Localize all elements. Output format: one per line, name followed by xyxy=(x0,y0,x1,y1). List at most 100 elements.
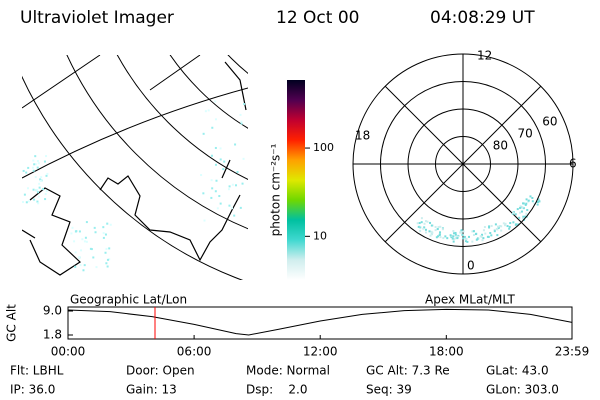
map xyxy=(22,55,248,280)
aurora-pixel xyxy=(517,223,520,226)
aurora-pixel xyxy=(472,230,475,233)
aurora-pixel xyxy=(490,224,493,227)
aurora-pixel xyxy=(496,225,499,228)
aurora-pixel xyxy=(518,216,521,219)
status-field: IP: 36.0 xyxy=(10,383,55,397)
aurora-pixel xyxy=(496,234,499,237)
aurora-pixel xyxy=(425,231,428,234)
status-field: Gain: 13 xyxy=(126,383,177,397)
emission-pixel xyxy=(211,126,214,129)
aurora-pixel xyxy=(488,226,491,229)
x-tick-label: 23:59 xyxy=(555,345,590,359)
status-field: GLat: 43.0 xyxy=(486,364,549,378)
aurora-pixel xyxy=(428,230,431,233)
aurora-pixel xyxy=(525,198,528,201)
aurora-pixel xyxy=(438,234,441,237)
emission-pixel xyxy=(44,198,47,201)
aurora-pixel xyxy=(429,221,432,224)
emission-pixel xyxy=(106,222,109,225)
emission-pixel xyxy=(234,143,237,146)
lat-ring xyxy=(435,136,491,192)
aurora-pixel xyxy=(451,237,454,240)
aurora-pixel xyxy=(449,234,452,237)
emission-pixel xyxy=(214,163,217,166)
emission-pixel xyxy=(227,188,230,191)
aurora-pixel xyxy=(456,237,459,240)
aurora-pixel xyxy=(524,215,527,218)
emission-pixel xyxy=(31,166,34,169)
status-field: Door: Open xyxy=(126,364,195,378)
lat-label: 70 xyxy=(518,127,533,141)
aurora-pixel xyxy=(435,236,438,239)
mlt-label: 6 xyxy=(569,157,577,171)
emission-pixel xyxy=(243,103,246,106)
aurora-pixel xyxy=(521,206,524,209)
aurora-pixel xyxy=(493,228,496,231)
emission-pixel xyxy=(106,265,109,268)
aurora-pixel xyxy=(512,211,515,214)
emission-pixel xyxy=(33,163,36,166)
colorbar xyxy=(287,80,305,280)
aurora-pixel xyxy=(436,228,439,231)
aurora-pixel xyxy=(494,223,497,226)
aurora-pixel xyxy=(446,237,449,240)
emission-pixel xyxy=(32,169,35,172)
lat-label: 80 xyxy=(493,138,508,152)
x-tick-label: 00:00 xyxy=(51,345,86,359)
emission-pixel xyxy=(104,233,107,236)
aurora-pixel xyxy=(519,211,522,214)
emission-pixel xyxy=(92,256,95,259)
aurora-pixel xyxy=(488,225,491,228)
polar-label: Apex MLat/MLT xyxy=(425,293,515,307)
emission-pixel xyxy=(25,201,28,204)
emission-pixel xyxy=(39,179,42,182)
emission-pixel xyxy=(230,207,233,210)
status-field: GC Alt: 7.3 Re xyxy=(366,364,450,378)
mlt-label: 18 xyxy=(355,129,370,143)
emission-pixel xyxy=(105,247,108,250)
aurora-pixel xyxy=(465,237,468,240)
aurora-pixel xyxy=(452,230,455,233)
emission-pixel xyxy=(102,226,105,229)
aurora-pixel xyxy=(493,230,496,233)
status-field: Dsp: 2.0 xyxy=(246,383,308,397)
aurora-pixel xyxy=(522,215,525,218)
emission-pixel xyxy=(82,269,85,272)
emission-pixel xyxy=(236,170,239,173)
emission-pixel xyxy=(25,171,28,174)
emission-pixel xyxy=(45,155,48,158)
x-tick-label: 06:00 xyxy=(177,345,212,359)
aurora-pixel xyxy=(471,230,474,233)
aurora-pixel xyxy=(451,234,454,237)
emission-pixel xyxy=(83,240,86,243)
emission-pixel xyxy=(23,193,26,196)
aurora-pixel xyxy=(418,222,421,225)
aurora-pixel xyxy=(489,232,492,235)
aurora-pixel xyxy=(423,222,426,225)
emission-pixel xyxy=(79,264,82,267)
mlt-line xyxy=(384,85,542,243)
y-tick-label: 9.0 xyxy=(43,304,62,318)
aurora-pixel xyxy=(511,212,514,215)
map-emission xyxy=(22,100,246,272)
map-label: Geographic Lat/Lon xyxy=(70,293,187,307)
emission-pixel xyxy=(45,189,48,192)
aurora-pixel xyxy=(467,235,470,238)
aurora-pixel xyxy=(537,201,540,204)
emission-pixel xyxy=(239,206,242,209)
aurora-pixel xyxy=(475,238,478,241)
aurora-pixel xyxy=(483,226,486,229)
y-tick-label: 1.8 xyxy=(43,328,62,342)
aurora-pixel xyxy=(442,237,445,240)
emission-pixel xyxy=(93,226,96,229)
emission-pixel xyxy=(210,154,213,157)
aurora-pixel xyxy=(441,228,444,231)
emission-pixel xyxy=(70,232,73,235)
aurora-pixel xyxy=(423,226,426,229)
colorbar-label: photon cm⁻²s⁻¹ xyxy=(269,143,283,236)
aurora-pixel xyxy=(519,206,522,209)
emission-pixel xyxy=(85,240,88,243)
emission-pixel xyxy=(214,118,217,121)
aurora-pixel xyxy=(439,231,442,234)
